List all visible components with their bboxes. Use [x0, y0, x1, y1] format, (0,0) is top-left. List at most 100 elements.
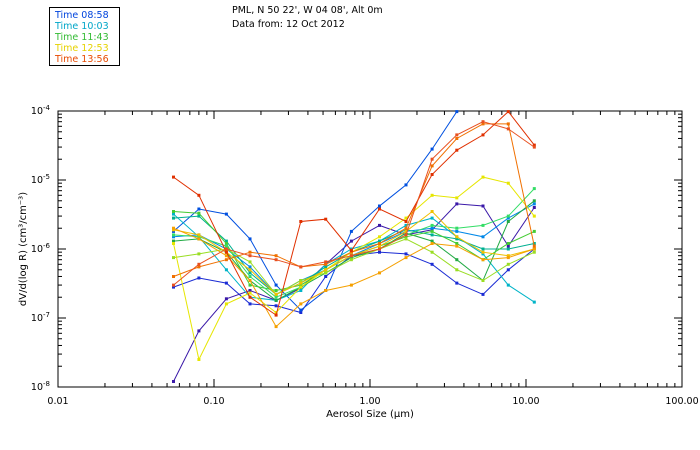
data-point: [274, 313, 278, 317]
data-point: [506, 181, 510, 185]
data-point: [349, 250, 353, 254]
data-point: [404, 231, 408, 235]
data-point: [324, 268, 328, 272]
data-point: [299, 283, 303, 287]
data-point: [248, 295, 252, 299]
data-point: [378, 235, 381, 239]
data-point: [248, 275, 252, 278]
series-16: [172, 120, 536, 287]
data-point: [224, 281, 228, 285]
data-point: [481, 120, 485, 124]
data-point: [248, 237, 252, 241]
data-point: [506, 262, 510, 266]
data-point: [324, 289, 328, 292]
data-point: [197, 329, 201, 333]
data-point: [274, 295, 278, 299]
data-point: [506, 242, 510, 245]
data-point: [172, 210, 175, 213]
data-point: [506, 220, 510, 223]
data-point: [299, 289, 303, 292]
data-point: [378, 239, 381, 243]
data-point: [378, 204, 381, 208]
data-point: [455, 235, 459, 239]
data-point: [299, 285, 303, 289]
data-point: [481, 204, 485, 208]
data-point: [506, 256, 510, 260]
axis-ticks: [57, 111, 682, 388]
data-point: [481, 235, 485, 239]
data-point: [455, 110, 459, 114]
data-point: [532, 187, 536, 191]
data-point: [430, 173, 434, 176]
data-point: [274, 304, 278, 308]
series-13: [172, 226, 536, 329]
data-point: [506, 268, 510, 272]
data-point: [197, 193, 201, 197]
data-point: [172, 275, 175, 278]
x-tick-label: 0.10: [203, 396, 224, 407]
data-point: [404, 237, 408, 241]
data-point: [248, 250, 252, 254]
data-point: [172, 283, 175, 287]
data-point: [404, 220, 408, 223]
data-point: [430, 262, 434, 266]
data-point: [299, 302, 303, 306]
data-point: [455, 237, 459, 241]
data-point: [197, 276, 201, 280]
data-point: [430, 223, 434, 227]
data-point: [532, 145, 536, 149]
data-point: [197, 237, 201, 241]
data-point: [248, 260, 252, 264]
data-point: [299, 220, 303, 223]
data-point: [455, 133, 459, 137]
data-point: [455, 202, 459, 206]
data-point: [455, 226, 459, 230]
data-point: [197, 207, 201, 211]
data-point: [532, 229, 536, 233]
legend-box: Time 08:58 Time 10:03 Time 11:43 Time 12…: [49, 7, 120, 66]
data-point: [532, 202, 536, 206]
data-point: [481, 133, 485, 137]
data-point: [404, 216, 408, 220]
data-point: [172, 216, 175, 220]
data-point: [430, 193, 434, 197]
data-point: [172, 175, 175, 179]
y-tick-label: 10-7: [31, 311, 50, 324]
data-point: [532, 199, 536, 203]
data-point: [172, 235, 175, 239]
data-point: [481, 247, 485, 251]
data-point: [404, 233, 408, 237]
data-point: [224, 212, 228, 216]
data-point: [430, 226, 434, 230]
data-point: [172, 212, 175, 216]
data-point: [404, 228, 408, 232]
data-point: [349, 249, 353, 252]
data-point: [274, 283, 278, 287]
data-point: [506, 127, 510, 131]
data-point: [430, 239, 434, 243]
data-point: [248, 302, 252, 306]
data-point: [197, 358, 201, 361]
data-point: [455, 281, 459, 285]
data-point: [197, 265, 201, 269]
legend-entry-0858: Time 08:58: [55, 10, 109, 21]
data-point: [506, 244, 510, 248]
data-point: [224, 250, 228, 254]
data-point: [404, 235, 408, 239]
data-point: [430, 147, 434, 151]
data-point: [299, 265, 303, 269]
data-point: [430, 157, 434, 161]
data-point: [506, 283, 510, 287]
data-point: [299, 308, 303, 312]
data-point: [224, 297, 228, 301]
data-point: [506, 214, 510, 218]
data-point: [404, 256, 408, 260]
data-point: [506, 254, 510, 258]
data-point: [172, 239, 175, 243]
data-point: [274, 254, 278, 258]
data-point: [274, 325, 278, 329]
data-point: [248, 265, 252, 269]
data-point: [248, 271, 252, 275]
data-point: [532, 143, 536, 147]
